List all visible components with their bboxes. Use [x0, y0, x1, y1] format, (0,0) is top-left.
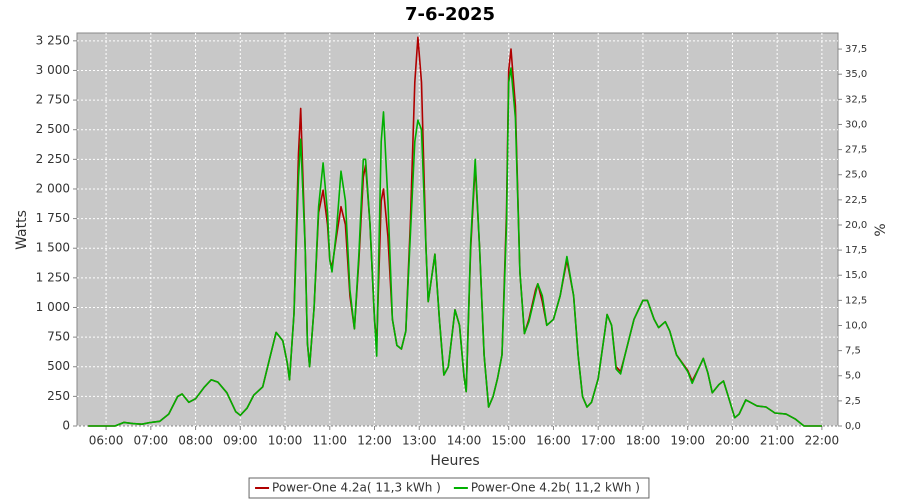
y2-tick-label: 37,5	[845, 44, 867, 55]
x-tick-label: 19:00	[670, 434, 705, 448]
y2-axis-label: %	[873, 223, 889, 236]
plot-area	[76, 32, 839, 427]
y-tick-label: 3 250	[36, 33, 70, 47]
x-tick-label: 20:00	[715, 434, 750, 448]
y-tick-label: 1 000	[36, 300, 70, 314]
x-tick-label: 10:00	[268, 434, 303, 448]
y-tick-label: 2 500	[36, 122, 70, 136]
y2-tick-label: 20,0	[845, 220, 867, 231]
legend-label: Power-One 4.2b( 11,2 kWh )	[471, 481, 640, 495]
x-tick-label: 13:00	[402, 434, 437, 448]
x-tick-label: 17:00	[581, 434, 616, 448]
series-line	[88, 67, 822, 427]
x-tick-label: 16:00	[536, 434, 571, 448]
x-tick-label: 07:00	[134, 434, 169, 448]
y2-tick-label: 12,5	[845, 295, 867, 306]
y-axis-label: Watts	[14, 210, 30, 250]
y2-tick-label: 0,0	[845, 421, 861, 432]
y2-tick-label: 27,5	[845, 145, 867, 156]
y2-tick-label: 5,0	[845, 371, 861, 382]
y2-tick-label: 17,5	[845, 245, 867, 256]
y2-tick-label: 35,0	[845, 69, 867, 80]
y2-tick-label: 30,0	[845, 119, 867, 130]
x-tick-label: 21:00	[760, 434, 795, 448]
y2-tick-label: 15,0	[845, 270, 867, 281]
x-tick-label: 09:00	[223, 434, 258, 448]
y2-tick-label: 7,5	[845, 346, 861, 357]
x-tick-label: 14:00	[447, 434, 482, 448]
y-tick-label: 2 750	[36, 93, 70, 107]
chart-title: 7-6-2025	[405, 4, 495, 25]
y-tick-label: 250	[47, 389, 70, 403]
legend-box	[248, 477, 650, 499]
x-tick-label: 08:00	[178, 434, 213, 448]
x-tick-label: 15:00	[491, 434, 526, 448]
x-tick-label: 06:00	[89, 434, 124, 448]
y-tick-label: 1 500	[36, 241, 70, 255]
y-tick-label: 2 250	[36, 152, 70, 166]
legend-label: Power-One 4.2a( 11,3 kWh )	[272, 481, 441, 495]
y-tick-label: 750	[47, 330, 70, 344]
x-tick-label: 22:00	[805, 434, 840, 448]
y-tick-label: 2 000	[36, 181, 70, 195]
y-tick-label: 3 000	[36, 63, 70, 77]
y-tick-label: 0	[62, 419, 70, 433]
y-tick-label: 500	[47, 359, 70, 373]
y2-tick-label: 25,0	[845, 170, 867, 181]
x-tick-label: 11:00	[312, 434, 347, 448]
y2-tick-label: 10,0	[845, 320, 867, 331]
y2-tick-label: 22,5	[845, 195, 867, 206]
y-tick-label: 1 750	[36, 211, 70, 225]
y2-tick-label: 2,5	[845, 396, 861, 407]
x-tick-label: 12:00	[357, 434, 392, 448]
y-tick-label: 1 250	[36, 270, 70, 284]
y2-tick-label: 32,5	[845, 94, 867, 105]
x-tick-label: 18:00	[626, 434, 661, 448]
x-axis-label: Heures	[430, 453, 479, 469]
